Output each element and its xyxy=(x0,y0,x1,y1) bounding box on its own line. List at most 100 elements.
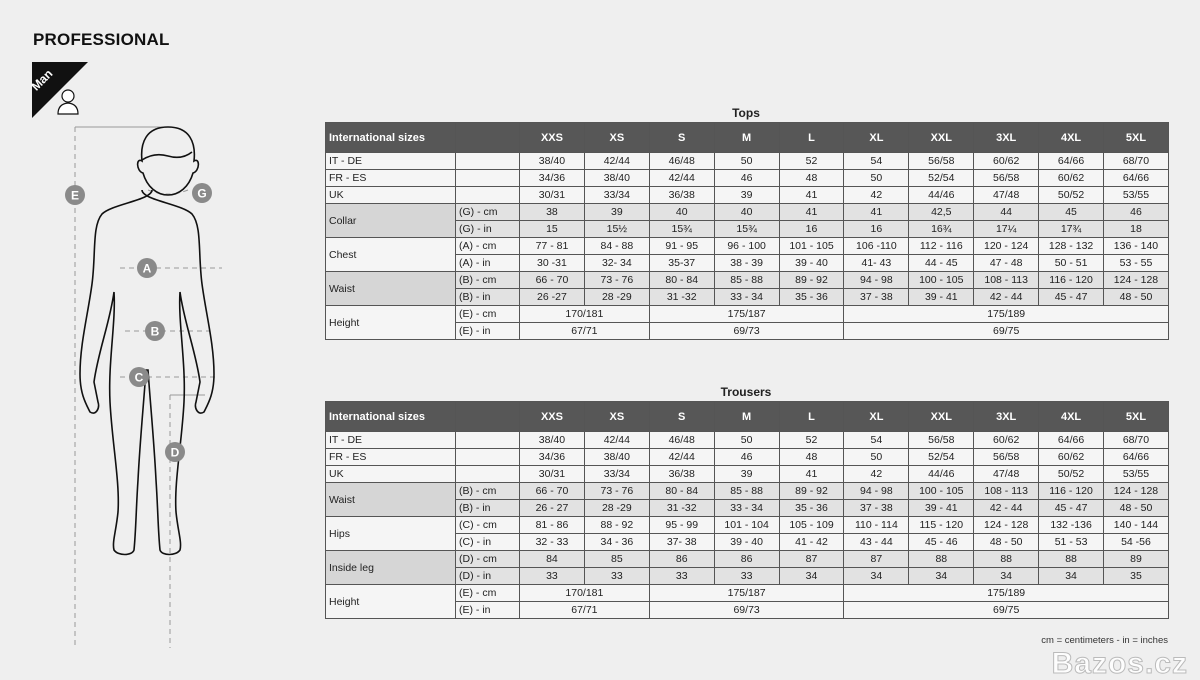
table-row: Height (E) - cm 170/181 175/187 175/189 xyxy=(325,305,1169,340)
size-value: 33 xyxy=(583,567,650,585)
size-value: 47/48 xyxy=(973,465,1040,483)
size-value: 115 - 120 xyxy=(908,516,975,534)
row-label: UK xyxy=(325,465,456,483)
row-label: Height xyxy=(325,584,456,619)
row-unit: (G) - cm xyxy=(455,203,520,221)
size-value: 44 - 45 xyxy=(908,254,975,272)
size-value: 16 xyxy=(778,220,845,238)
size-value: 39 xyxy=(713,465,780,483)
size-value: 47 - 48 xyxy=(973,254,1040,272)
table-row: Collar (G) - cm 38 39 40 40 41 41 42,5 44 45 46 xyxy=(325,203,1169,238)
size-value: 34 - 36 xyxy=(583,533,650,551)
header-cell: XL xyxy=(843,122,910,153)
size-value: 175/187 xyxy=(648,584,845,602)
size-value: 64/66 xyxy=(1038,152,1105,170)
table-row: (G) - in 15 15½ 15¾ 15¾ 16 16 16¾ 17¼ 17¾ 18 xyxy=(326,220,1169,238)
size-value: 88 xyxy=(1038,550,1105,568)
table-row: UK 30/31 33/34 36/38 39 41 42 44/46 47/48 50/52 53… xyxy=(325,465,1169,483)
size-value: 56/58 xyxy=(973,169,1040,187)
size-value: 37- 38 xyxy=(648,533,715,551)
table-row: UK 30/31 33/34 36/38 39 41 42 44/46 47/48 50/52 53… xyxy=(325,186,1169,204)
row-label: FR - ES xyxy=(325,448,456,466)
size-value: 42/44 xyxy=(648,448,715,466)
table-row: (E) - in 67/71 69/73 69/75 xyxy=(326,322,1169,340)
size-value: 32- 34 xyxy=(583,254,650,272)
size-value: 116 - 120 xyxy=(1038,271,1105,289)
size-value: 38 - 39 xyxy=(713,254,780,272)
size-value: 96 - 100 xyxy=(713,237,780,255)
size-value: 36/38 xyxy=(648,186,715,204)
size-value: 128 - 132 xyxy=(1038,237,1105,255)
size-value: 42 xyxy=(843,465,910,483)
size-value: 46 xyxy=(1103,203,1169,221)
size-value: 16¾ xyxy=(908,220,975,238)
table-row: (C) - in 32 - 33 34 - 36 37- 38 39 - 40 41 - … xyxy=(326,533,1169,551)
size-value: 105 - 109 xyxy=(778,516,845,534)
row-unit xyxy=(455,431,520,449)
size-value: 15¾ xyxy=(713,220,780,238)
size-value: 80 - 84 xyxy=(648,271,715,289)
table-row: IT - DE 38/40 42/44 46/48 50 52 54 56/58 60/62 64… xyxy=(325,431,1169,449)
size-value: 77 - 81 xyxy=(519,237,585,255)
size-value: 38/40 xyxy=(519,431,585,449)
size-value: 85 xyxy=(583,550,650,568)
size-value: 85 - 88 xyxy=(713,271,780,289)
marker-c: C xyxy=(135,371,144,385)
size-value: 106 -110 xyxy=(843,237,910,255)
size-value: 45 xyxy=(1038,203,1105,221)
size-value: 45 - 46 xyxy=(908,533,975,551)
size-value: 40 xyxy=(648,203,715,221)
size-value: 48 - 50 xyxy=(1103,288,1169,306)
header-cell: International sizes xyxy=(325,401,456,432)
size-value: 69/73 xyxy=(648,601,845,619)
size-value: 39 xyxy=(713,186,780,204)
size-value: 37 - 38 xyxy=(843,499,910,517)
header-cell: XXL xyxy=(908,122,975,153)
size-value: 88 xyxy=(908,550,975,568)
header-cell: M xyxy=(713,401,780,432)
size-value: 52 xyxy=(778,431,845,449)
size-value: 50 - 51 xyxy=(1038,254,1105,272)
header-cell: XS xyxy=(583,122,650,153)
size-value: 45 - 47 xyxy=(1038,499,1105,517)
size-value: 67/71 xyxy=(519,601,650,619)
size-value: 52/54 xyxy=(908,169,975,187)
size-value: 87 xyxy=(843,550,910,568)
size-value: 37 - 38 xyxy=(843,288,910,306)
table-row: Height (E) - cm 170/181 175/187 175/189 xyxy=(325,584,1169,619)
size-value: 28 -29 xyxy=(583,499,650,517)
size-value: 56/58 xyxy=(973,448,1040,466)
row-unit: (C) - cm xyxy=(455,516,520,534)
size-value: 88 xyxy=(973,550,1040,568)
size-value: 73 - 76 xyxy=(583,271,650,289)
row-label: FR - ES xyxy=(325,169,456,187)
size-value: 31 -32 xyxy=(648,499,715,517)
size-value: 42/44 xyxy=(648,169,715,187)
size-value: 100 - 105 xyxy=(908,271,975,289)
size-value: 41 xyxy=(778,465,845,483)
size-value: 95 - 99 xyxy=(648,516,715,534)
size-value: 51 - 53 xyxy=(1038,533,1105,551)
size-value: 41 xyxy=(843,203,910,221)
table-row: Inside leg (D) - cm 84 85 86 86 87 87 88 88 88 89 xyxy=(325,550,1169,585)
row-unit: (G) - in xyxy=(455,220,520,238)
header-cell: 5XL xyxy=(1103,401,1169,432)
header-cell: 5XL xyxy=(1103,122,1169,153)
header-cell: L xyxy=(778,401,845,432)
row-unit: (B) - in xyxy=(455,288,520,306)
size-value: 50 xyxy=(713,152,780,170)
size-value: 50/52 xyxy=(1038,186,1105,204)
row-label: Waist xyxy=(325,271,456,306)
trousers-size-table: International sizes XXS XS S M L XL XXL 3XL 4XL 5X… xyxy=(325,401,1169,619)
size-value: 28 -29 xyxy=(583,288,650,306)
size-value: 40 xyxy=(713,203,780,221)
size-value: 53 - 55 xyxy=(1103,254,1169,272)
size-value: 69/73 xyxy=(648,322,845,340)
size-value: 26 -27 xyxy=(519,288,585,306)
size-value: 108 - 113 xyxy=(973,271,1040,289)
row-unit xyxy=(455,186,520,204)
size-value: 50 xyxy=(713,431,780,449)
size-value: 15 xyxy=(519,220,585,238)
size-value: 60/62 xyxy=(973,152,1040,170)
table-row: Waist (B) - cm 66 - 70 73 - 76 80 - 84 85 - 8… xyxy=(325,271,1169,306)
